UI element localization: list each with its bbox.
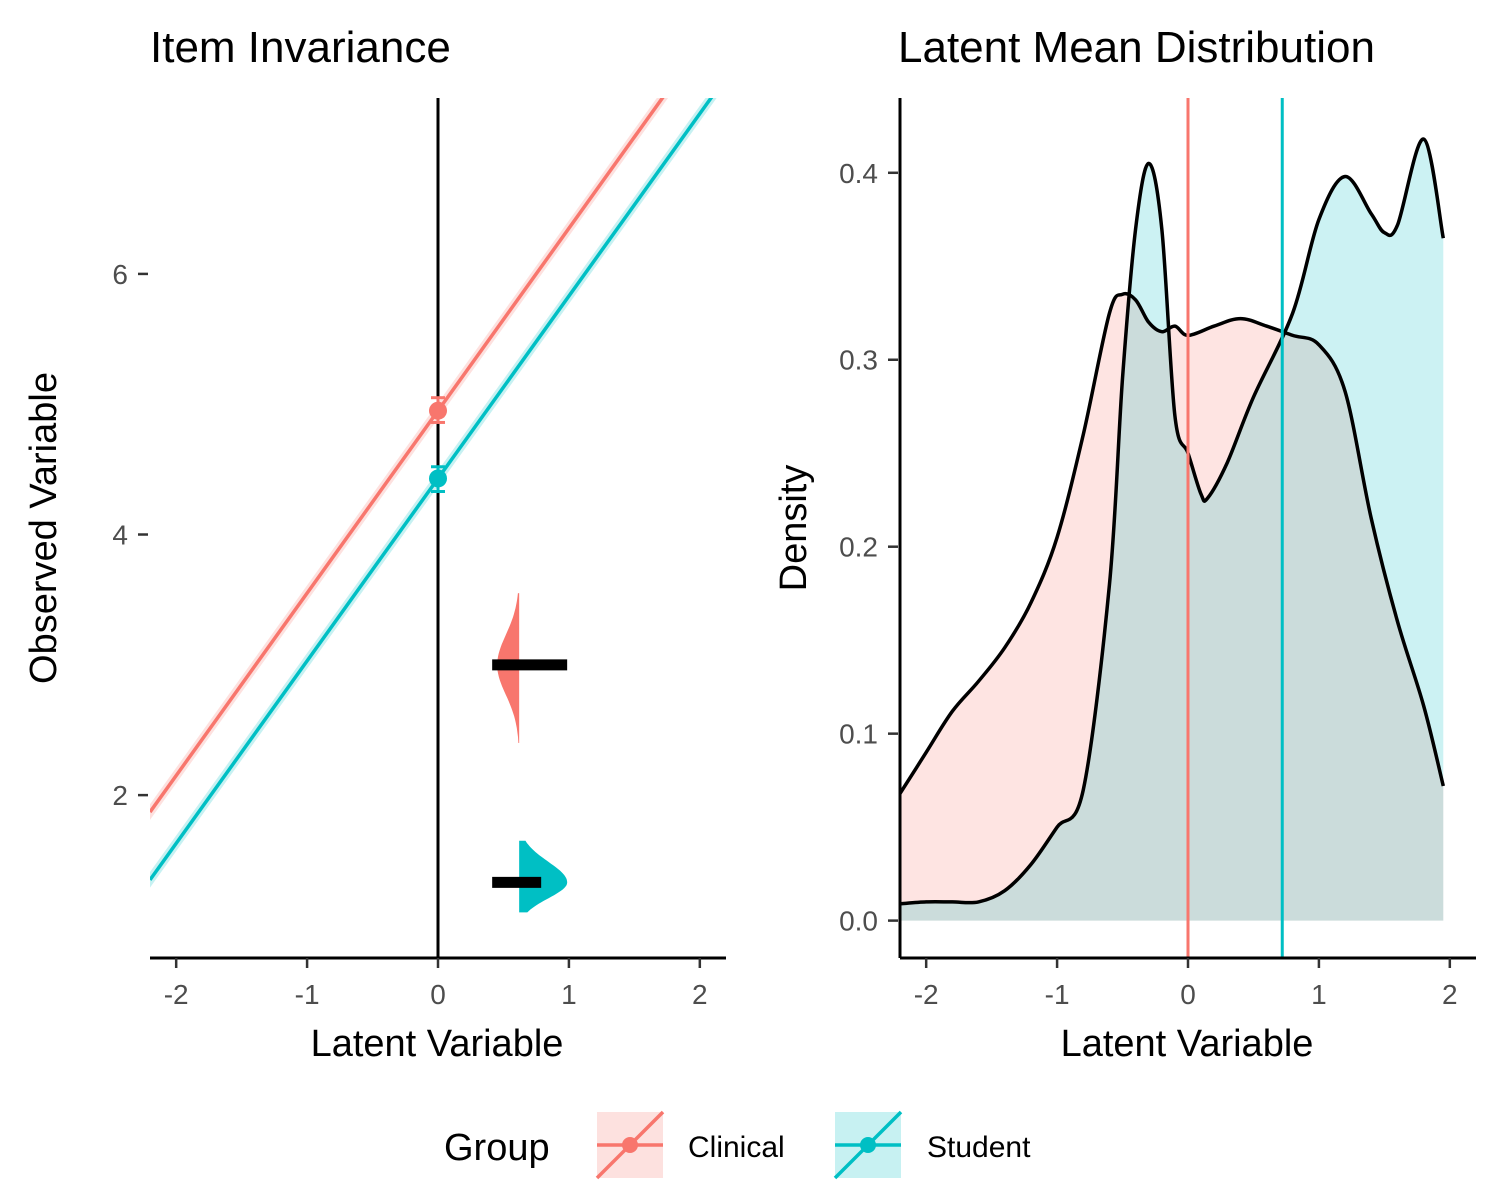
density-curve-student — [900, 137, 1446, 906]
intercept-point-student — [429, 469, 447, 488]
right-plot-area — [900, 98, 1446, 958]
left-y-axis-label: Observed Variable — [23, 372, 65, 684]
right-y-axis-label: Density — [773, 465, 815, 592]
left-y-tick-label: 6 — [112, 259, 128, 290]
right-x-tick-label: 2 — [1442, 979, 1458, 1010]
right-y-tick-label: 0.1 — [839, 719, 878, 750]
left-x-tick-label: 0 — [430, 979, 446, 1010]
half-violin-student — [519, 840, 568, 913]
legend-title: Group — [444, 1127, 550, 1169]
item-invariance-panel: Item Invariance -2 -1 0 1 2 2 4 6 Latent Variab… — [23, 23, 726, 1065]
legend-key-clinical — [595, 1110, 665, 1180]
left-chart-title: Item Invariance — [150, 23, 451, 72]
legend-label-clinical: Clinical — [688, 1131, 785, 1164]
legend-key-student — [833, 1110, 903, 1180]
left-axes: -2 -1 0 1 2 2 4 6 — [112, 259, 726, 1010]
right-x-axis-label: Latent Variable — [1061, 1023, 1314, 1065]
left-x-axis-label: Latent Variable — [311, 1023, 564, 1065]
right-y-tick-label: 0.2 — [839, 532, 878, 563]
latent-mean-distribution-panel: Latent Mean Distribution -2 -1 0 1 2 0.0 0.1 0.… — [773, 23, 1476, 1065]
left-x-tick-label: 2 — [692, 979, 708, 1010]
right-x-tick-label: -2 — [914, 979, 939, 1010]
left-x-tick-label: -1 — [295, 979, 320, 1010]
right-y-tick-label: 0.0 — [839, 906, 878, 937]
left-plot-area — [150, 98, 717, 958]
density-area-student — [900, 139, 1444, 921]
density-curve-clinical — [900, 291, 1445, 795]
right-x-tick-label: -1 — [1045, 979, 1070, 1010]
intercept-point-clinical — [429, 401, 447, 420]
right-y-tick-label: 0.4 — [839, 158, 878, 189]
right-chart-title: Latent Mean Distribution — [898, 23, 1375, 72]
legend: Group Clinical Student — [444, 1110, 1031, 1180]
right-x-tick-label: 1 — [1311, 979, 1327, 1010]
regression-ribbon-clinical — [150, 98, 669, 820]
left-y-tick-label: 4 — [112, 520, 128, 551]
left-x-tick-label: -2 — [164, 979, 189, 1010]
right-x-tick-label: 0 — [1180, 979, 1196, 1010]
density-area-clinical — [900, 293, 1444, 921]
left-y-tick-label: 2 — [112, 780, 128, 811]
right-axes: -2 -1 0 1 2 0.0 0.1 0.2 0.3 0.4 — [839, 98, 1476, 1010]
legend-label-student: Student — [927, 1131, 1031, 1164]
left-x-tick-label: 1 — [561, 979, 577, 1010]
right-y-tick-label: 0.3 — [839, 345, 878, 376]
